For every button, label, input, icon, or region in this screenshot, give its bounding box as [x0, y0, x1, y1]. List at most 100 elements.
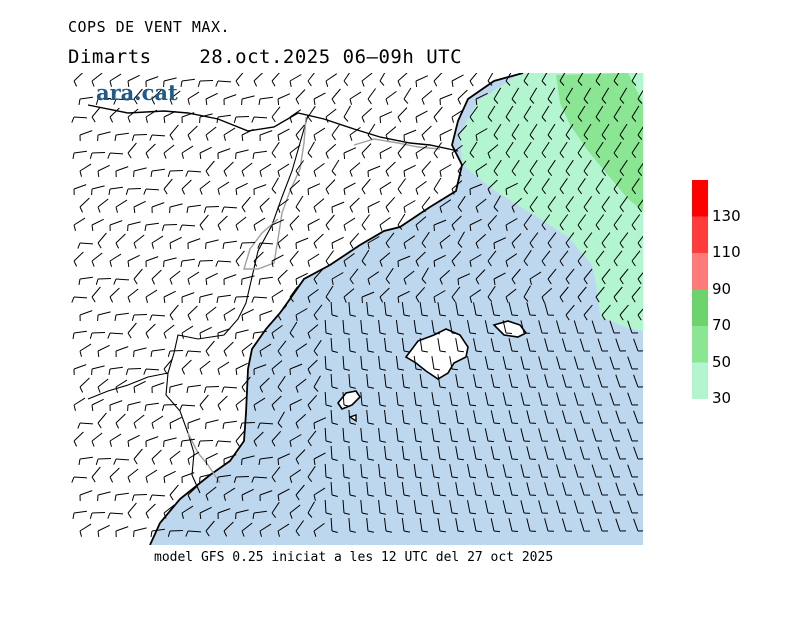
wind-barb [538, 500, 549, 514]
wind-barb [253, 73, 264, 87]
wind-barb [413, 428, 422, 443]
wind-barb [343, 147, 357, 160]
wind-barb [595, 105, 604, 122]
wind-barb [186, 204, 201, 213]
wind-barb [223, 307, 236, 321]
wind-barb [295, 343, 308, 357]
wind-barb [451, 215, 462, 231]
wind-barb [415, 145, 428, 159]
wind-barb [419, 374, 428, 389]
wind-barb [361, 73, 373, 87]
wind-barb [167, 350, 184, 357]
wind-barb [378, 500, 386, 515]
wind-barb [145, 436, 159, 448]
wind-barb [187, 418, 201, 430]
wind-barb [133, 414, 145, 429]
wind-barb [307, 183, 321, 196]
wind-barb [601, 123, 610, 140]
wind-barb [125, 368, 142, 375]
wind-barb [395, 464, 404, 479]
wind-barb [324, 391, 332, 407]
wind-barb [342, 391, 350, 407]
wind-barb [583, 123, 592, 140]
wind-barb [579, 518, 591, 532]
wind-barb [473, 518, 483, 533]
wind-barb [455, 410, 464, 425]
wind-barb [150, 528, 165, 537]
legend-label-70: 70 [712, 316, 732, 334]
wind-barb [595, 250, 605, 267]
wind-barb [419, 410, 428, 425]
wind-barb [397, 73, 408, 87]
wind-barb [505, 105, 514, 122]
wind-barb [289, 179, 301, 195]
wind-barb [199, 506, 212, 519]
wind-barb [559, 141, 568, 159]
wind-barb [313, 339, 322, 357]
wind-barb [91, 252, 103, 267]
wind-barb [289, 144, 301, 159]
wind-barb [348, 301, 356, 317]
wind-barb [343, 105, 351, 122]
wind-barb [455, 302, 464, 317]
wind-barb [77, 242, 94, 249]
wind-barb [487, 105, 496, 122]
wind-barb [289, 109, 302, 123]
wind-barb [217, 215, 228, 231]
wind-barb [631, 178, 640, 195]
wind-barb [360, 320, 369, 335]
wind-barb [431, 428, 440, 443]
island-formentera [348, 414, 357, 423]
wind-barb [349, 197, 360, 213]
wind-barb [342, 355, 350, 371]
wind-barb [413, 356, 422, 371]
wind-barb [421, 231, 430, 249]
wind-barb [360, 464, 369, 479]
wind-barb [487, 179, 498, 195]
wind-barb [127, 74, 140, 87]
wind-barb [384, 482, 392, 497]
wind-barb [145, 469, 158, 483]
wind-barb [395, 320, 404, 335]
wind-barb [161, 224, 178, 231]
wind-barb [205, 160, 215, 177]
wind-barb [379, 146, 392, 159]
wind-barb [95, 278, 112, 285]
wind-barb [538, 356, 549, 370]
wind-barb [595, 286, 605, 303]
wind-barb [241, 376, 251, 393]
wind-barb [73, 184, 87, 196]
wind-barb [421, 125, 432, 141]
wind-barb [205, 239, 219, 250]
wind-barb [591, 428, 602, 442]
wind-barb [257, 422, 274, 429]
wind-barb [181, 325, 194, 339]
wind-barb [637, 126, 643, 140]
wind-barb [325, 179, 336, 195]
wind-barb [277, 198, 289, 213]
wind-barb [538, 428, 549, 442]
wind-barb [253, 364, 267, 376]
wind-barb [437, 518, 446, 533]
wind-barb [72, 150, 87, 159]
wind-barb [251, 116, 268, 123]
wind-barb [217, 395, 228, 411]
wind-barb [91, 218, 104, 231]
wind-barb [205, 419, 219, 430]
wind-barb [187, 91, 200, 105]
wind-barb [179, 404, 196, 411]
wind-barb [451, 109, 464, 123]
wind-barb [457, 160, 467, 177]
wind-barb [433, 290, 446, 303]
wind-barb [97, 164, 110, 177]
wind-barb [627, 356, 639, 370]
wind-barb [125, 188, 142, 195]
wind-barb [325, 108, 337, 123]
wind-barb [307, 324, 319, 339]
wind-barb [205, 306, 217, 321]
wind-barb [561, 338, 573, 352]
wind-barb [520, 428, 531, 442]
wind-barb [115, 379, 128, 393]
wind-barb [97, 311, 111, 322]
wind-barb [97, 344, 110, 357]
